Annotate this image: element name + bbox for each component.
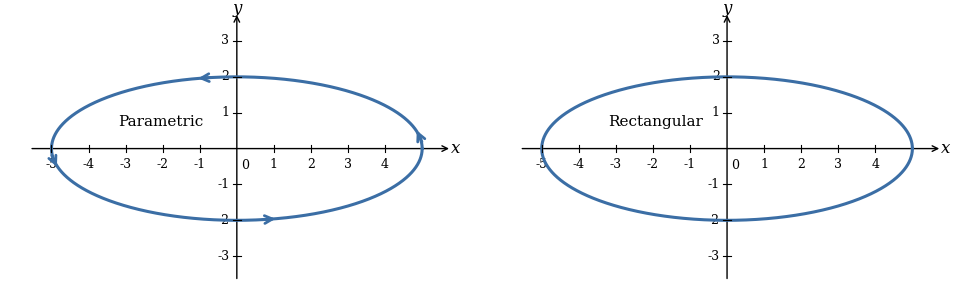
Text: -1: -1 (683, 157, 696, 171)
Text: 4: 4 (872, 157, 879, 171)
Text: -5: -5 (535, 157, 548, 171)
Text: 1: 1 (712, 106, 720, 119)
Text: 3: 3 (221, 35, 229, 48)
Text: 1: 1 (221, 106, 229, 119)
Text: 0: 0 (731, 159, 739, 172)
Text: Parametric: Parametric (118, 115, 204, 129)
Text: -3: -3 (217, 250, 229, 263)
Text: -4: -4 (572, 157, 585, 171)
Text: -5: -5 (46, 157, 58, 171)
Text: -1: -1 (708, 178, 720, 191)
Text: -2: -2 (647, 157, 659, 171)
Text: 1: 1 (270, 157, 278, 171)
Text: 2: 2 (712, 70, 720, 83)
Text: -2: -2 (708, 214, 720, 227)
Text: x: x (941, 140, 951, 157)
Text: 3: 3 (712, 35, 720, 48)
Text: -2: -2 (157, 157, 169, 171)
Text: y: y (722, 0, 732, 17)
Text: -3: -3 (120, 157, 132, 171)
Text: Rectangular: Rectangular (608, 115, 703, 129)
Text: 4: 4 (381, 157, 389, 171)
Text: -1: -1 (194, 157, 206, 171)
Text: 0: 0 (241, 159, 250, 172)
Text: x: x (450, 140, 460, 157)
Text: -3: -3 (609, 157, 622, 171)
Text: 3: 3 (344, 157, 352, 171)
Text: 3: 3 (835, 157, 842, 171)
Text: -4: -4 (83, 157, 95, 171)
Text: -1: -1 (217, 178, 229, 191)
Text: 2: 2 (307, 157, 315, 171)
Text: -2: -2 (217, 214, 229, 227)
Text: -3: -3 (708, 250, 720, 263)
Text: 2: 2 (221, 70, 229, 83)
Text: 2: 2 (798, 157, 805, 171)
Text: y: y (232, 0, 242, 17)
Text: 1: 1 (760, 157, 768, 171)
